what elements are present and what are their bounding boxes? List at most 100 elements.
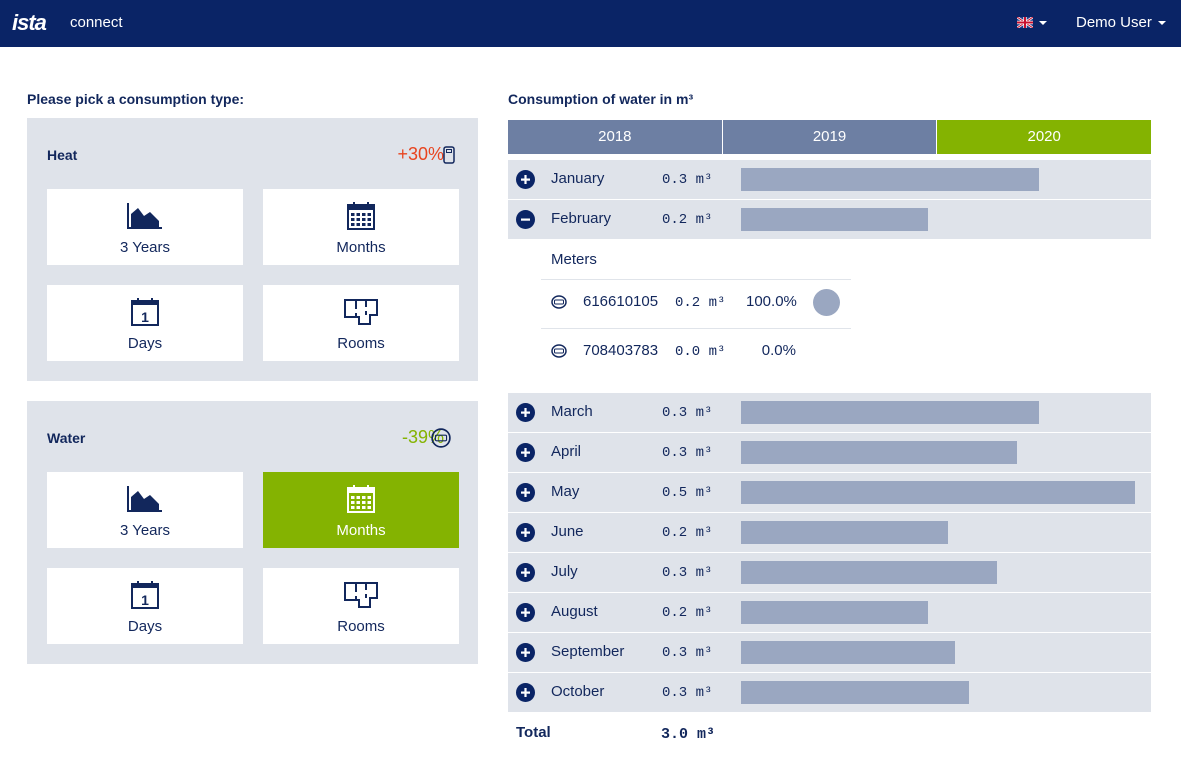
area-chart-icon [127,203,162,229]
consumption-bar [741,561,997,584]
meter-id: 708403783 [583,342,659,359]
month-row[interactable]: September 0.3 m³ [508,633,1151,672]
consumption-bar [741,208,928,231]
calendar-icon [347,202,375,230]
tile-label: Rooms [337,335,385,352]
month-value: 0.3 m³ [662,172,713,188]
month-value: 0.2 m³ [662,605,713,621]
meter-value: 0.0 m³ [675,344,726,360]
divider [541,279,851,280]
month-row[interactable]: January 0.3 m³ [508,160,1151,199]
expand-icon[interactable] [516,523,535,542]
language-dropdown-caret-icon[interactable] [1039,21,1047,25]
month-row[interactable]: August 0.2 m³ [508,593,1151,632]
water-months-tile[interactable]: Months [263,472,459,548]
expand-icon[interactable] [516,170,535,189]
consumption-type-title: Please pick a consumption type: [27,91,245,107]
month-row[interactable]: October 0.3 m³ [508,673,1151,712]
month-name: August [551,603,598,620]
expand-icon[interactable] [516,483,535,502]
floorplan-icon [344,582,378,608]
month-value: 0.3 m³ [662,445,713,461]
total-label: Total [516,724,551,741]
water-3-years-tile[interactable]: 3 Years [47,472,243,548]
heat-3-years-tile[interactable]: 3 Years [47,189,243,265]
month-name: February [551,210,612,227]
year-tab-2020[interactable]: 2020 [937,120,1152,154]
expand-icon[interactable] [516,563,535,582]
meter-id: 616610105 [583,293,659,310]
consumption-title: Consumption of water in m³ [508,91,694,107]
month-name: June [551,523,584,540]
heat-panel: Heat +30% 3 Years Months 1 Days Rooms [27,118,478,381]
year-tabs: 2018 2019 2020 [508,120,1152,154]
expand-icon[interactable] [516,683,535,702]
consumption-bar [741,168,1039,191]
water-meter-icon [431,428,451,448]
heat-months-tile[interactable]: Months [263,189,459,265]
meter-share: 0.0% [761,342,796,359]
tile-label: Days [127,618,163,635]
ista-logo[interactable]: ista [12,10,47,35]
user-name: Demo User [1076,14,1152,31]
consumption-bar [741,481,1135,504]
expand-icon[interactable] [516,603,535,622]
collapse-icon[interactable] [516,210,535,229]
expand-icon[interactable] [516,643,535,662]
tile-label: Rooms [337,618,385,635]
heat-days-tile[interactable]: 1 Days [47,285,243,361]
user-menu-caret-icon [1157,21,1166,26]
month-name: May [551,483,580,500]
month-row[interactable]: July 0.3 m³ [508,553,1151,592]
svg-text:1: 1 [141,592,149,608]
month-row[interactable]: March 0.3 m³ [508,393,1151,432]
year-tab-2018[interactable]: 2018 [508,120,723,154]
app-name: connect [70,14,123,31]
user-menu[interactable]: Demo User [1076,14,1166,31]
floorplan-icon [344,299,378,325]
meter-row: 708403783 0.0 m³ 0.0% [551,337,851,367]
heat-rooms-tile[interactable]: Rooms [263,285,459,361]
heat-label: Heat [47,147,78,163]
month-value: 0.5 m³ [662,485,713,501]
month-row[interactable]: June 0.2 m³ [508,513,1151,552]
water-days-tile[interactable]: 1 Days [47,568,243,644]
divider [541,328,851,329]
total-value: 3.0 m³ [661,726,716,743]
meter-share: 100.0% [746,293,797,310]
consumption-bar [741,601,928,624]
month-value: 0.3 m³ [662,685,713,701]
month-name: March [551,403,593,420]
meter-row: 616610105 0.2 m³ 100.0% [551,288,851,318]
consumption-bar [741,401,1039,424]
tile-label: Months [336,239,386,256]
month-row[interactable]: February 0.2 m³ [508,200,1151,239]
uk-flag-icon[interactable] [1017,17,1033,28]
area-chart-icon [127,486,162,512]
calendar-icon [347,485,375,513]
month-value: 0.3 m³ [662,645,713,661]
consumption-bar [741,521,948,544]
share-indicator [813,289,840,316]
month-row[interactable]: April 0.3 m³ [508,433,1151,472]
heat-meter-icon [443,146,455,164]
water-rooms-tile[interactable]: Rooms [263,568,459,644]
day-calendar-icon: 1 [131,581,159,609]
tile-label: 3 Years [119,239,171,256]
tile-label: Months [336,522,386,539]
month-name: January [551,170,605,187]
month-name: September [551,643,625,660]
consumption-bar [741,641,955,664]
expand-icon[interactable] [516,403,535,422]
water-label: Water [47,430,86,446]
month-name: April [551,443,582,460]
month-value: 0.3 m³ [662,565,713,581]
day-calendar-icon: 1 [131,298,159,326]
expand-icon[interactable] [516,443,535,462]
month-name: July [551,563,578,580]
water-meter-icon [551,295,567,309]
meters-label: Meters [551,251,597,268]
month-row[interactable]: May 0.5 m³ [508,473,1151,512]
year-tab-2019[interactable]: 2019 [722,120,938,154]
water-meter-icon [551,344,567,358]
